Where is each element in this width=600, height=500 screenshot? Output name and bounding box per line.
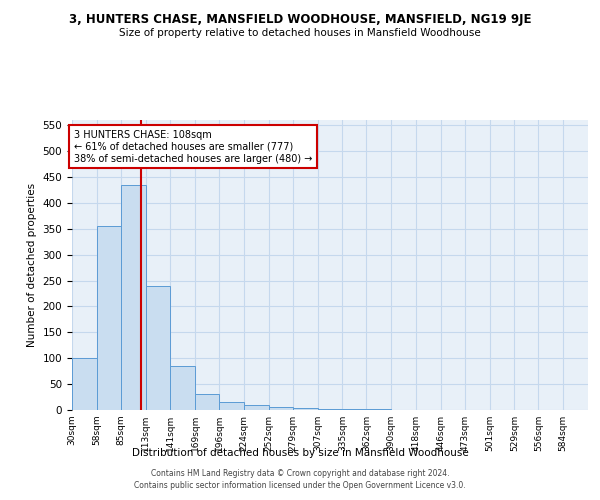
Text: Contains HM Land Registry data © Crown copyright and database right 2024.: Contains HM Land Registry data © Crown c… xyxy=(151,468,449,477)
Bar xyxy=(269,408,293,410)
Bar xyxy=(146,286,170,410)
Bar xyxy=(244,405,269,410)
Text: 3 HUNTERS CHASE: 108sqm
← 61% of detached houses are smaller (777)
38% of semi-d: 3 HUNTERS CHASE: 108sqm ← 61% of detache… xyxy=(74,130,312,164)
Bar xyxy=(72,358,97,410)
Bar xyxy=(97,226,121,410)
Bar xyxy=(293,408,317,410)
Bar xyxy=(219,402,244,410)
Bar xyxy=(170,366,195,410)
Bar xyxy=(317,409,343,410)
Text: Contains public sector information licensed under the Open Government Licence v3: Contains public sector information licen… xyxy=(134,481,466,490)
Bar xyxy=(121,184,146,410)
Text: Distribution of detached houses by size in Mansfield Woodhouse: Distribution of detached houses by size … xyxy=(131,448,469,458)
Bar xyxy=(195,394,219,410)
Text: 3, HUNTERS CHASE, MANSFIELD WOODHOUSE, MANSFIELD, NG19 9JE: 3, HUNTERS CHASE, MANSFIELD WOODHOUSE, M… xyxy=(69,12,531,26)
Y-axis label: Number of detached properties: Number of detached properties xyxy=(27,183,37,347)
Text: Size of property relative to detached houses in Mansfield Woodhouse: Size of property relative to detached ho… xyxy=(119,28,481,38)
